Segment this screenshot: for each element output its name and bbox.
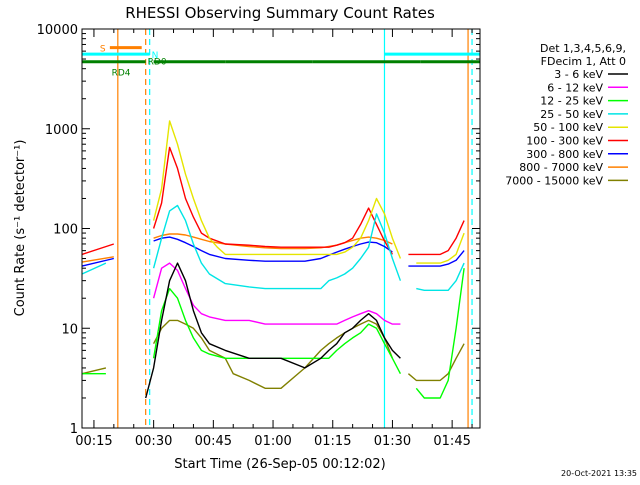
x-tick-label: 01:15 bbox=[314, 434, 351, 449]
y-axis-label: Count Rate (s⁻¹ detector⁻¹) bbox=[13, 140, 28, 317]
event-bar-label-s: S bbox=[100, 45, 106, 55]
legend-label: 25 - 50 keV bbox=[540, 108, 603, 121]
legend-header-line: Det 1,3,4,5,6,9, bbox=[540, 42, 626, 55]
x-tick-label: 01:45 bbox=[433, 434, 470, 449]
series-line-12-25-kev bbox=[82, 268, 465, 399]
legend-label: 12 - 25 keV bbox=[540, 95, 603, 108]
legend-label: 6 - 12 keV bbox=[547, 81, 603, 94]
series-line-3-6-kev bbox=[145, 262, 401, 399]
series-line-50-100-kev bbox=[152, 120, 465, 264]
chart-title: RHESSI Observing Summary Count Rates bbox=[125, 4, 435, 22]
series-line-25-50-kev bbox=[81, 204, 465, 291]
plot-area: SNRD0RD4 bbox=[81, 29, 480, 428]
legend-label: 50 - 100 keV bbox=[533, 121, 603, 134]
legend: Det 1,3,4,5,6,9,FDecim 1, Att 03 - 6 keV… bbox=[505, 42, 628, 187]
x-axis-label: Start Time (26-Sep-05 00:12:02) bbox=[174, 457, 385, 472]
y-tick-label: 100 bbox=[53, 223, 78, 238]
series-line-800-7000-kev bbox=[81, 233, 393, 263]
x-tick-label: 00:45 bbox=[195, 434, 232, 449]
event-bar-label-rd4: RD4 bbox=[112, 69, 131, 79]
legend-label: 7000 - 15000 keV bbox=[505, 174, 603, 187]
y-tick-label: 10000 bbox=[37, 23, 78, 38]
event-bar-label-n: N bbox=[152, 51, 159, 61]
legend-label: 300 - 800 keV bbox=[526, 148, 603, 161]
series-line-7000-15000-kev bbox=[81, 319, 465, 389]
legend-header-line: FDecim 1, Att 0 bbox=[541, 55, 626, 68]
y-tick-label: 1000 bbox=[45, 123, 78, 138]
legend-label: 3 - 6 keV bbox=[554, 68, 603, 81]
y-tick-label: 10 bbox=[61, 322, 78, 337]
series-line-100-300-kev bbox=[81, 146, 465, 256]
legend-label: 100 - 300 keV bbox=[526, 135, 603, 148]
footer-timestamp: 20-Oct-2021 13:35 bbox=[561, 469, 637, 478]
series-line-6-12-kev bbox=[152, 262, 401, 325]
y-tick-label: 1 bbox=[70, 422, 78, 437]
x-tick-label: 00:30 bbox=[135, 434, 172, 449]
legend-label: 800 - 7000 keV bbox=[519, 161, 603, 174]
x-tick-label: 01:30 bbox=[374, 434, 411, 449]
series-line-300-800-kev bbox=[81, 236, 465, 267]
x-tick-label: 01:00 bbox=[254, 434, 291, 449]
x-tick-label: 00:15 bbox=[75, 434, 112, 449]
axes: 1 10 100 1000 10000 00:15 00:30 00:45 01:00 01:15… bbox=[37, 23, 481, 449]
plot-frame bbox=[81, 28, 481, 429]
